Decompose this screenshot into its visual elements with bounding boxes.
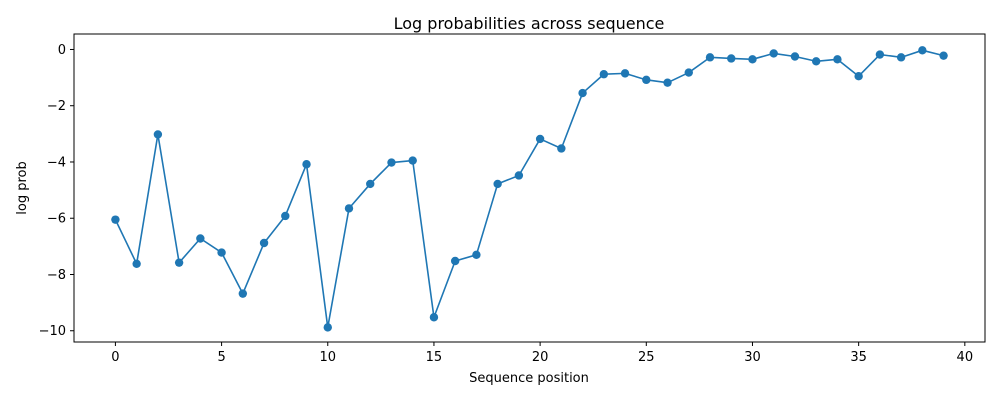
data-point: [387, 158, 396, 167]
data-point: [748, 55, 757, 64]
plot-frame: [73, 33, 986, 343]
x-tick-label: 10: [319, 350, 336, 365]
data-point: [620, 69, 630, 78]
data-point: [535, 134, 545, 144]
x-tick-label: 20: [532, 350, 549, 365]
data-point: [854, 71, 863, 81]
data-point: [578, 88, 587, 98]
data-point: [196, 234, 205, 243]
data-point: [642, 75, 651, 85]
data-point: [811, 57, 821, 66]
y-tick-label: −6: [47, 212, 66, 227]
data-point: [514, 171, 524, 180]
data-point: [259, 238, 269, 248]
data-point: [174, 258, 184, 267]
data-point: [281, 211, 290, 221]
data-point: [896, 53, 906, 62]
x-axis: 0 5 10 15 20 25 30 35 40: [111, 342, 973, 365]
x-tick-label: 35: [850, 350, 867, 365]
y-axis: 0 −2 −4 −6 −8 −10: [39, 43, 74, 339]
data-point: [684, 68, 693, 77]
data-point: [153, 130, 163, 139]
data-point: [599, 70, 609, 79]
data-point: [344, 204, 354, 213]
data-point: [429, 313, 439, 322]
data-point: [557, 144, 566, 153]
data-point: [132, 259, 141, 269]
plot-area: [111, 46, 948, 332]
data-point: [323, 323, 332, 332]
x-axis-label: Sequence position: [469, 371, 589, 386]
y-axis-label: log prob: [15, 161, 30, 214]
data-point: [833, 55, 842, 64]
data-point: [918, 46, 927, 55]
chart-title: Log probabilities across sequence: [394, 14, 665, 33]
data-point: [366, 179, 375, 189]
y-tick-label: 0: [58, 43, 66, 58]
data-point: [769, 49, 778, 58]
data-point: [217, 248, 226, 257]
series-line: [114, 49, 944, 329]
data-point: [302, 160, 311, 169]
y-tick-label: −2: [47, 99, 66, 114]
data-point: [875, 50, 885, 59]
y-tick-label: −4: [47, 155, 66, 170]
x-tick-label: 40: [957, 350, 974, 365]
data-point: [663, 78, 672, 87]
y-tick-label: −10: [39, 324, 66, 339]
data-point: [238, 289, 248, 298]
data-point: [450, 256, 460, 266]
data-point: [790, 52, 800, 61]
data-point: [493, 179, 502, 189]
data-point: [408, 156, 417, 165]
data-point: [705, 53, 715, 62]
x-tick-label: 15: [426, 350, 443, 365]
x-tick-label: 0: [111, 350, 119, 365]
x-tick-label: 30: [744, 350, 761, 365]
x-tick-label: 25: [638, 350, 655, 365]
data-point: [939, 51, 948, 60]
x-tick-label: 5: [217, 350, 225, 365]
data-point: [472, 250, 481, 260]
data-point: [727, 54, 736, 63]
y-tick-label: −8: [47, 268, 66, 283]
data-point: [111, 215, 120, 224]
